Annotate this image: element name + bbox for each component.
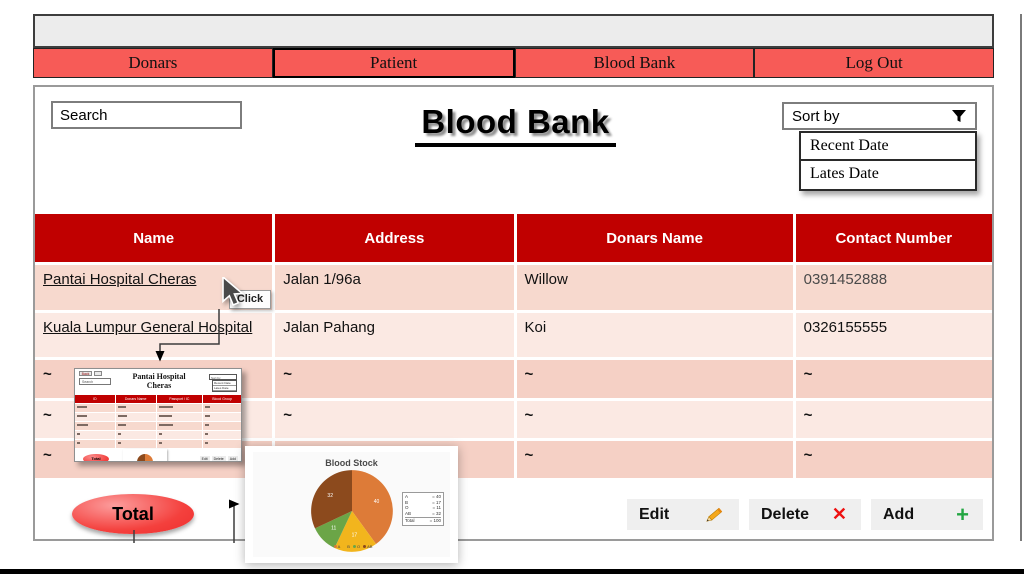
tab-log-out[interactable]: Log Out <box>754 48 994 78</box>
click-tooltip: Click <box>229 290 271 309</box>
preview-pie-chart <box>137 454 153 461</box>
header-contact-number: Contact Number <box>795 214 992 262</box>
sort-by-dropdown[interactable]: Sort by <box>782 102 977 130</box>
delete-x-icon: ✕ <box>831 504 847 524</box>
window-title-strip <box>33 14 994 48</box>
preview-title: Pantai Hospital Cheras <box>132 372 186 390</box>
cell-placeholder: ~ <box>516 401 793 438</box>
cell-contact: 0391452888 <box>795 265 993 310</box>
cell-address: Jalan Pahang <box>275 313 514 357</box>
cell-placeholder: ~ <box>795 401 993 438</box>
pencil-icon <box>706 507 723 522</box>
cell-placeholder: ~ <box>275 360 514 398</box>
search-input[interactable] <box>53 106 259 124</box>
chart-bottom-legend: A B O AB <box>253 535 450 553</box>
slide-right-edge <box>1020 14 1022 541</box>
blood-stock-chart-card: Blood Stock 40 17 11 32 A = 40 B = 17 O = 11 AB = … <box>245 446 458 563</box>
delete-label: Delete <box>761 505 810 523</box>
tab-patient[interactable]: Patient <box>272 48 515 78</box>
sort-option-recent-date[interactable]: Recent Date <box>801 133 975 161</box>
table-header-row: Name Address Donars Name Contact Number <box>35 214 992 262</box>
svg-text:40: 40 <box>374 499 380 505</box>
preview-back-button: Back <box>79 371 92 376</box>
add-button[interactable]: Add + <box>871 499 983 530</box>
chart-legend: A = 40 B = 17 O = 11 AB = 32 Total = 100 <box>402 492 444 526</box>
sort-option-lates-date[interactable]: Lates Date <box>801 161 975 189</box>
nav-tabs: Donars Patient Blood Bank Log Out <box>33 48 994 78</box>
hospital-link[interactable]: Pantai Hospital Cheras <box>43 271 197 288</box>
preview-edit-button: Edit <box>199 456 210 461</box>
header-name: Name <box>35 214 273 262</box>
preview-search-box: Search <box>79 378 111 385</box>
preview-chart-card <box>123 449 167 461</box>
header-address: Address <box>275 214 514 262</box>
cell-placeholder: ~ <box>795 441 993 478</box>
cell-hospital-name: Kuala Lumpur General Hospital <box>35 313 273 357</box>
preview-total-button: Total <box>83 454 109 461</box>
search-box[interactable] <box>51 101 259 129</box>
blood-stock-pie-chart: 40 17 11 32 <box>311 470 393 552</box>
cell-address: Jalan 1/96a <box>275 265 514 310</box>
cell-donar-name: Willow <box>516 265 793 310</box>
edit-button[interactable]: Edit <box>627 499 739 530</box>
preview-add-button: Add <box>227 456 238 461</box>
table-row: Kuala Lumpur General Hospital Jalan Paha… <box>35 313 993 357</box>
filter-icon <box>952 110 966 122</box>
add-label: Add <box>883 505 915 523</box>
header-donars-name: Donars Name <box>516 214 793 262</box>
cell-placeholder: ~ <box>516 441 793 478</box>
cell-placeholder: ~ <box>516 360 793 398</box>
sort-options-menu: Recent Date Lates Date <box>799 131 977 191</box>
hospital-page-preview[interactable]: Back Pantai Hospital Cheras Search Sort b… <box>74 368 242 462</box>
preview-home-button <box>94 371 102 376</box>
tab-blood-bank[interactable]: Blood Bank <box>514 48 755 78</box>
main-content: Blood Bank Sort by Recent Date Lates Dat… <box>33 85 994 543</box>
cell-placeholder: ~ <box>275 401 514 438</box>
preview-sort-box: Sort by <box>209 374 237 380</box>
preview-delete-button: Delete <box>211 456 226 461</box>
tab-donars[interactable]: Donars <box>33 48 273 78</box>
action-buttons: Edit Delete ✕ Add + <box>627 499 983 530</box>
slide-bottom-border <box>0 569 1024 574</box>
preview-row <box>75 422 241 430</box>
mouse-cursor-icon <box>222 277 245 307</box>
svg-text:32: 32 <box>327 493 333 499</box>
add-plus-icon: + <box>956 501 969 527</box>
cell-donar-name: Koi <box>516 313 793 357</box>
table-row: Pantai Hospital Cheras Jalan 1/96a Willo… <box>35 265 993 310</box>
edit-label: Edit <box>639 505 670 523</box>
hospital-link[interactable]: Kuala Lumpur General Hospital <box>43 319 253 336</box>
svg-text:17: 17 <box>352 533 358 539</box>
preview-row <box>75 440 241 448</box>
preview-sort-options: Recent Date Lates Date <box>212 380 237 392</box>
preview-row <box>75 413 241 421</box>
svg-text:11: 11 <box>331 525 336 531</box>
preview-table-header: ID Donars Name Passport / IC Blood Group <box>75 395 241 403</box>
total-button[interactable]: Total <box>72 494 194 534</box>
sort-by-label: Sort by <box>792 107 840 125</box>
cell-contact: 0326155555 <box>795 313 993 357</box>
delete-button[interactable]: Delete ✕ <box>749 499 861 530</box>
preview-row <box>75 431 241 439</box>
chart-title: Blood Stock <box>325 458 378 468</box>
preview-row <box>75 404 241 412</box>
cell-placeholder: ~ <box>795 360 993 398</box>
